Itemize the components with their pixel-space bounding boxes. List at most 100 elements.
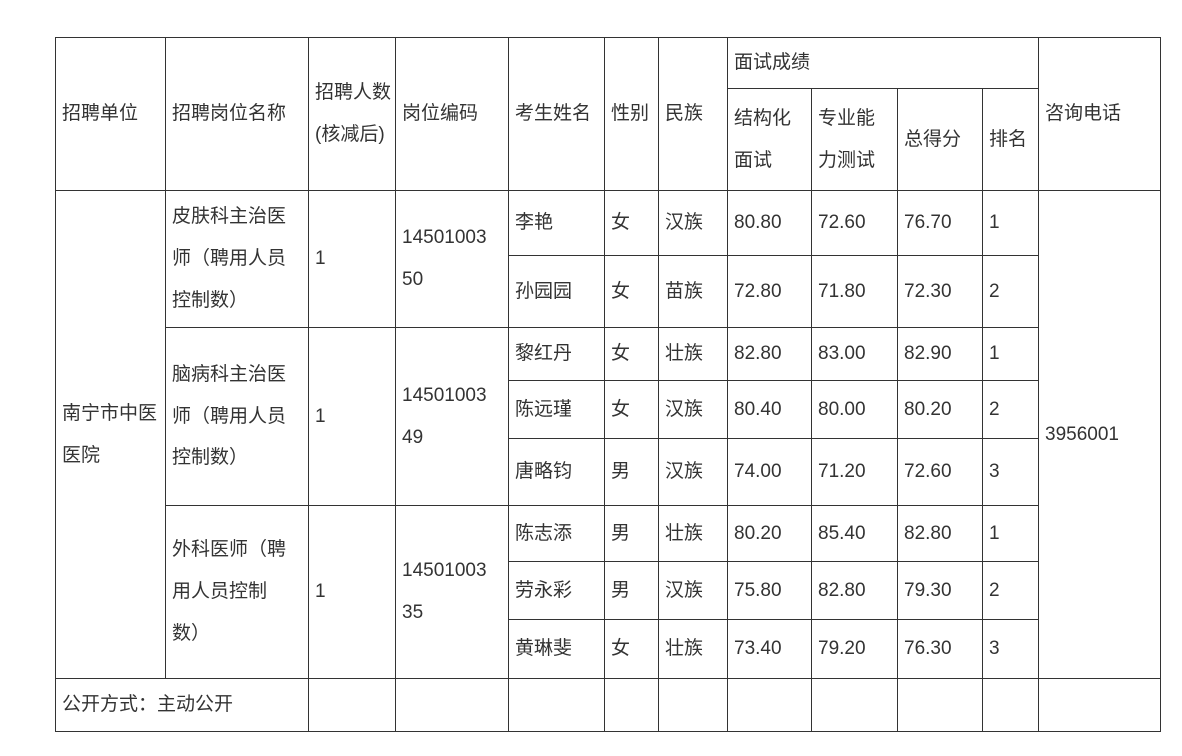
gender-cell: 男 [604,561,659,620]
table-row: 唐略钧 男 汉族 74.00 71.20 72.60 3 [56,438,1161,506]
header-ethnicity: 民族 [658,37,728,191]
gender-cell: 女 [604,380,659,439]
header-row-1: 招聘单位 招聘岗位名称 招聘人数 (核减后) 岗位编码 考生姓名 性别 民族 面… [55,37,1161,191]
empty-cell [727,678,812,732]
header-phone: 咨询电话 [1038,37,1161,191]
professional-score-cell: 79.20 [811,619,898,679]
structured-score-cell: 75.80 [727,561,812,620]
header-count: 招聘人数 (核减后) [308,37,396,191]
candidate-name-cell: 李艳 [508,190,605,256]
structured-score-cell: 80.40 [727,380,812,439]
professional-score-cell: 83.00 [811,327,898,381]
position-count-cell: 1 [308,190,396,328]
disclosure-method-cell: 公开方式：主动公开 [55,678,309,732]
empty-cell [308,678,396,732]
header-professional-test: 专业能 力测试 [811,88,898,191]
position-code-cell: 14501003 49 [395,327,509,506]
total-score-cell: 76.70 [897,190,983,256]
ethnicity-cell: 汉族 [658,438,728,506]
position-code-cell: 14501003 35 [395,505,509,679]
ethnicity-cell: 壮族 [658,327,728,381]
empty-cell [982,678,1039,732]
rank-cell: 1 [982,505,1039,562]
gender-cell: 女 [604,255,659,328]
gender-cell: 男 [604,505,659,562]
position-name-cell: 外科医师（聘 用人员控制 数） [165,505,309,679]
ethnicity-cell: 苗族 [658,255,728,328]
interview-results-table: 招聘单位 招聘岗位名称 招聘人数 (核减后) 岗位编码 考生姓名 性别 民族 面… [55,37,1161,732]
header-structured-interview: 结构化 面试 [727,88,812,191]
header-position: 招聘岗位名称 [165,37,309,191]
total-score-cell: 76.30 [897,619,983,679]
ethnicity-cell: 汉族 [658,561,728,620]
table-row: 孙园园 女 苗族 72.80 71.80 72.30 2 [56,255,1161,328]
header-row-2: 结构化 面试 专业能 力测试 总得分 排名 [56,88,1161,191]
gender-cell: 男 [604,438,659,506]
header-candidate-name: 考生姓名 [508,37,605,191]
professional-score-cell: 71.80 [811,255,898,328]
rank-cell: 1 [982,190,1039,256]
position-count-cell: 1 [308,327,396,506]
professional-score-cell: 80.00 [811,380,898,439]
structured-score-cell: 80.80 [727,190,812,256]
empty-cell [395,678,509,732]
total-score-cell: 82.80 [897,505,983,562]
ethnicity-cell: 汉族 [658,380,728,439]
header-unit: 招聘单位 [55,37,166,191]
position-name-cell: 皮肤科主治医 师（聘用人员 控制数） [165,190,309,328]
ethnicity-cell: 壮族 [658,619,728,679]
rank-cell: 3 [982,438,1039,506]
table-row: 陈远瑾 女 汉族 80.40 80.00 80.20 2 [56,380,1161,439]
position-name-cell: 脑病科主治医 师（聘用人员 控制数） [165,327,309,506]
header-rank: 排名 [982,88,1039,191]
header-code: 岗位编码 [395,37,509,191]
structured-score-cell: 80.20 [727,505,812,562]
empty-cell [897,678,983,732]
footer-row: 公开方式：主动公开 [55,678,1161,732]
rank-cell: 3 [982,619,1039,679]
total-score-cell: 72.30 [897,255,983,328]
gender-cell: 女 [604,327,659,381]
table-row: 劳永彩 男 汉族 75.80 82.80 79.30 2 [56,561,1161,620]
professional-score-cell: 82.80 [811,561,898,620]
candidate-name-cell: 陈远瑾 [508,380,605,439]
total-score-cell: 80.20 [897,380,983,439]
rank-cell: 2 [982,255,1039,328]
structured-score-cell: 72.80 [727,255,812,328]
phone-cell: 3956001 [1038,190,1161,679]
table-row: 外科医师（聘 用人员控制 数） 1 14501003 35 陈志添 男 壮族 8… [56,505,1161,679]
empty-cell [604,678,659,732]
header-total-score: 总得分 [897,88,983,191]
candidate-name-cell: 劳永彩 [508,561,605,620]
ethnicity-cell: 汉族 [658,190,728,256]
candidate-name-cell: 黎红丹 [508,327,605,381]
professional-score-cell: 85.40 [811,505,898,562]
total-score-cell: 82.90 [897,327,983,381]
table-row: 南宁市中医 医院 皮肤科主治医 师（聘用人员 控制数） 1 14501003 5… [55,190,1161,679]
rank-cell: 2 [982,561,1039,620]
empty-cell [811,678,898,732]
professional-score-cell: 71.20 [811,438,898,506]
professional-score-cell: 72.60 [811,190,898,256]
candidate-name-cell: 黄琳斐 [508,619,605,679]
candidate-name-cell: 陈志添 [508,505,605,562]
position-code-cell: 14501003 50 [395,190,509,328]
empty-cell [1038,678,1161,732]
unit-cell: 南宁市中医 医院 [55,190,166,679]
gender-cell: 女 [604,190,659,256]
empty-cell [658,678,728,732]
candidate-name-cell: 孙园园 [508,255,605,328]
empty-cell [508,678,605,732]
rank-cell: 1 [982,327,1039,381]
ethnicity-cell: 壮族 [658,505,728,562]
header-interview-scores: 面试成绩 [727,37,1039,89]
total-score-cell: 72.60 [897,438,983,506]
candidate-name-cell: 唐略钧 [508,438,605,506]
gender-cell: 女 [604,619,659,679]
header-gender: 性别 [604,37,659,191]
position-count-cell: 1 [308,505,396,679]
rank-cell: 2 [982,380,1039,439]
structured-score-cell: 82.80 [727,327,812,381]
structured-score-cell: 74.00 [727,438,812,506]
